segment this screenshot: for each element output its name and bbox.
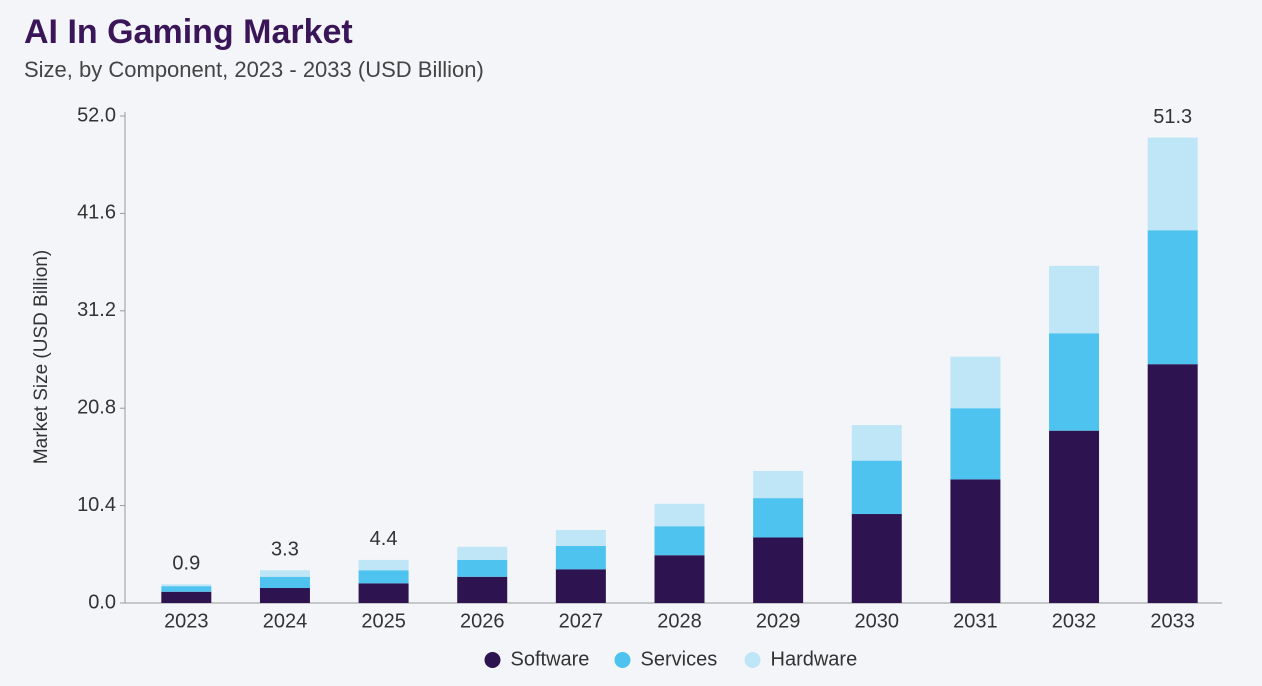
bar-segment	[1147, 230, 1198, 365]
legend-label: Software	[511, 648, 590, 670]
bar-segment	[1049, 265, 1100, 334]
bar-segment	[753, 470, 804, 499]
x-tick-label: 2033	[1150, 610, 1195, 632]
bar-segment	[851, 425, 902, 461]
bar-segment	[654, 555, 705, 603]
bar-segment	[851, 460, 902, 515]
bar-segment	[259, 576, 310, 589]
bar-segment	[358, 570, 409, 584]
x-tick-label: 2027	[559, 610, 604, 632]
bar-segment	[950, 408, 1001, 480]
bar-segment	[457, 559, 508, 577]
x-tick-label: 2031	[953, 610, 998, 632]
x-tick-label: 2029	[756, 610, 801, 632]
y-tick-label: 20.8	[77, 396, 116, 418]
bar-segment	[654, 526, 705, 556]
total-label: 3.3	[271, 539, 299, 561]
bar-segment	[358, 559, 409, 571]
x-tick-label: 2030	[855, 610, 900, 632]
x-tick-label: 2024	[263, 610, 308, 632]
bar-segment	[950, 356, 1001, 409]
chart-title: AI In Gaming Market	[24, 13, 353, 51]
x-tick-label: 2025	[361, 610, 406, 632]
bar-segment	[259, 570, 310, 577]
total-label: 4.4	[370, 528, 398, 550]
bar-segment	[161, 586, 212, 592]
bar-segment	[555, 545, 606, 570]
bar-segment	[1147, 137, 1198, 231]
x-tick-label: 2026	[460, 610, 505, 632]
bar-segment	[950, 479, 1001, 603]
y-axis-title: Market Size (USD Billion)	[31, 250, 52, 464]
bar-segment	[358, 583, 409, 603]
bar-segment	[1147, 364, 1198, 603]
bar-segment	[654, 503, 705, 527]
bar-segment	[457, 576, 508, 603]
total-label: 0.9	[172, 553, 200, 575]
bar-segment	[851, 514, 902, 603]
x-tick-label: 2032	[1052, 610, 1097, 632]
legend-marker	[614, 652, 631, 668]
y-tick-label: 41.6	[77, 202, 116, 224]
bar-segment	[161, 584, 212, 587]
legend-label: Services	[641, 648, 718, 670]
y-tick-label: 52.0	[77, 104, 116, 126]
bar-segment	[1049, 333, 1100, 431]
bar-segment	[259, 588, 310, 603]
y-tick-label: 0.0	[88, 591, 116, 613]
bar-segment	[555, 569, 606, 603]
legend-label: Hardware	[771, 648, 858, 670]
bar-segment	[555, 529, 606, 546]
legend-marker	[744, 652, 761, 668]
y-tick-label: 31.2	[77, 299, 116, 321]
bar-segment	[753, 537, 804, 603]
bar-segment	[1049, 430, 1100, 603]
y-tick-label: 10.4	[77, 494, 116, 516]
chart-subtitle: Size, by Component, 2023 - 2033 (USD Bil…	[24, 57, 484, 82]
total-label: 51.3	[1153, 106, 1192, 128]
x-tick-label: 2023	[164, 610, 209, 632]
legend-marker	[484, 652, 501, 668]
bar-segment	[457, 546, 508, 560]
bar-segment	[753, 498, 804, 538]
bar-segment	[161, 591, 212, 603]
x-tick-label: 2028	[657, 610, 702, 632]
